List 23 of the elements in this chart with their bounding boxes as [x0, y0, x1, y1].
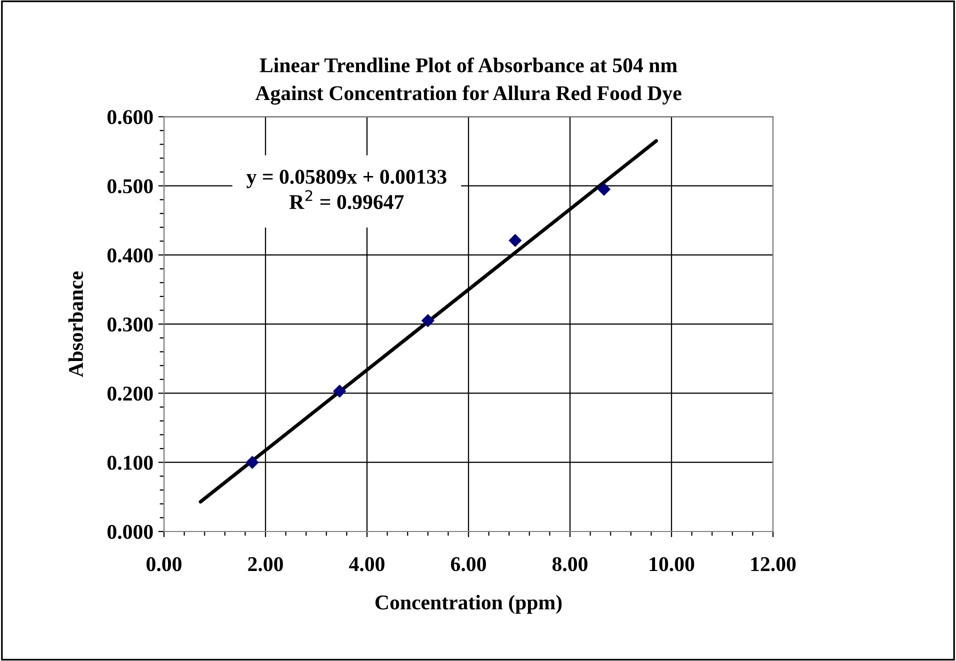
y-tick-label: 0.500 [108, 179, 153, 194]
point [508, 234, 522, 248]
y-tick-label: 0.100 [108, 456, 153, 470]
chart-title: Linear Trendline Plot of Absorbance at 504 nm Against Concentration for Allura Red Food Dye [255, 57, 682, 105]
x-tick-label: 0.00 [146, 557, 182, 572]
y-tick-label: 0.400 [108, 248, 153, 262]
y-tick-label: 0.200 [108, 386, 153, 401]
y-tick-label: 0.300 [108, 317, 153, 332]
y-axis-title: Absorbance [68, 271, 84, 378]
point [246, 456, 259, 469]
x-tick-label: 12.00 [751, 557, 796, 572]
x-tick-label: 6.00 [450, 557, 486, 572]
point [421, 314, 434, 328]
x-tick-label: 2.00 [248, 557, 283, 572]
y-tick-label: 0.000 [108, 524, 153, 540]
point [333, 384, 346, 398]
annotation: y = 0.05809x + 0.00133 R$^{2}$ = 0.99647 [246, 170, 446, 210]
x-tick-label: 8.00 [552, 557, 588, 572]
x-tick-label: 10.00 [650, 557, 694, 572]
x-axis-title: Concentration (ppm) [375, 594, 562, 614]
point [597, 182, 611, 196]
x-tick-label: 4.00 [349, 557, 384, 572]
y-tick-label: 0.600 [108, 110, 153, 124]
